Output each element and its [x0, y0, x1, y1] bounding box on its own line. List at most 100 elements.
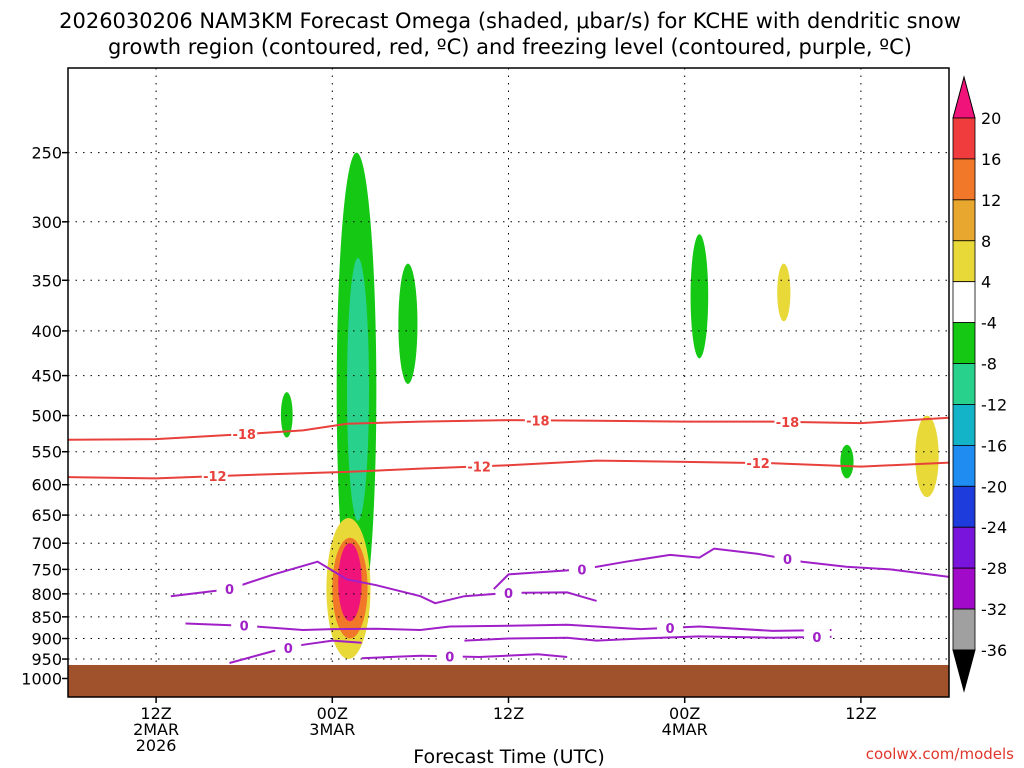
colorbar-label: 16 [981, 150, 1001, 169]
y-tick-label: 350 [31, 271, 62, 290]
dgz-contour-label: -12 [746, 457, 770, 472]
freezing-contour-label-bg [774, 551, 801, 567]
colorbar-label: -16 [981, 436, 1007, 455]
freezing-contour-label-bg [216, 581, 243, 597]
colorbar-segment [952, 240, 976, 283]
y-tick-label: 1000 [21, 669, 62, 688]
colorbar-segment [952, 608, 976, 651]
colorbar-segment [952, 199, 976, 242]
y-tick-label: 900 [31, 630, 62, 649]
colorbar-label: 8 [981, 232, 991, 251]
y-tick-label: 400 [31, 322, 62, 341]
x-tick-label: 3MAR [309, 720, 355, 739]
colorbar-label: -32 [981, 600, 1007, 619]
omega-region-1 [346, 257, 370, 521]
y-tick-label: 750 [31, 560, 62, 579]
colorbar-label: 4 [981, 273, 991, 292]
freezing-contour-label: 0 [783, 553, 792, 568]
x-tick-label: 12Z [140, 704, 171, 723]
omega-region-5 [840, 444, 854, 479]
colorbar-segment [952, 322, 976, 364]
freezing-contour-label: 0 [577, 563, 586, 578]
dgz-contour-label-bg [466, 458, 493, 474]
colorbar-segment [952, 526, 976, 569]
colorbar-segment [952, 158, 976, 201]
dgz-contour-1 [67, 459, 950, 480]
y-tick-label: 850 [31, 608, 62, 627]
dgz-contour-label: -12 [203, 470, 227, 485]
y-tick-label: 800 [31, 585, 62, 604]
y-tick-label: 700 [31, 534, 62, 553]
omega-region-2 [398, 263, 418, 384]
colorbar-segment [952, 363, 976, 405]
y-tick-label: 250 [31, 144, 62, 163]
colorbar: 20 16 12 8 4 -4 -8 -12 -16 -20 -24 -28 -32 -36 [952, 75, 1007, 693]
y-axis: 250 300 350 400 450 500 550 600 650 700 750 800 850 9… [21, 144, 68, 688]
colorbar-bottom-arrow [952, 649, 976, 693]
omega-region-8 [338, 543, 362, 622]
freezing-contour-label-bg [657, 619, 684, 635]
y-tick-label: 650 [31, 506, 62, 525]
dgz-contour-label-bg [524, 412, 551, 428]
dgz-contour-label: -18 [526, 414, 550, 429]
contour-lines: -18 -18 -18 -12 -12 -12 0 0 0 0 0 0 0 0 0 [67, 412, 950, 665]
freezing-contour-label-bg [436, 648, 463, 664]
colorbar-segment [952, 404, 976, 446]
freezing-contour-label-bg [803, 629, 830, 645]
x-tick-label: 12Z [493, 704, 524, 723]
freezing-contour-5 [361, 653, 568, 660]
plot-background [68, 68, 949, 697]
freezing-contour-label: 0 [240, 620, 249, 635]
freezing-contour-label: 0 [284, 642, 293, 657]
y-tick-label: 450 [31, 367, 62, 386]
colorbar-segment [952, 485, 976, 528]
y-tick-label: 550 [31, 443, 62, 462]
freezing-contour-label: 0 [225, 583, 234, 598]
freezing-contour-2 [185, 622, 832, 632]
freezing-contour-4 [229, 639, 362, 664]
surface-terrain [68, 664, 949, 697]
omega-region-10 [915, 415, 939, 498]
y-tick-label: 950 [31, 650, 62, 669]
omega-region-9 [777, 263, 791, 322]
omega-region-3 [690, 234, 709, 359]
freezing-contour-label: 0 [665, 622, 674, 637]
dgz-contour-label: -18 [776, 416, 800, 431]
chart-title-line-1: 2026030206 NAM3KM Forecast Omega (shaded… [59, 9, 961, 33]
x-tick-label: 4MAR [662, 720, 708, 739]
y-tick-label: 500 [31, 407, 62, 426]
colorbar-label: 20 [981, 109, 1001, 128]
x-tick-label: 12Z [845, 704, 876, 723]
y-tick-label: 600 [31, 476, 62, 495]
colorbar-label: -36 [981, 641, 1007, 660]
colorbar-label: -28 [981, 559, 1007, 578]
dgz-contour-label-bg [231, 426, 258, 442]
freezing-contour-label-bg [231, 617, 258, 633]
omega-shading [280, 152, 939, 660]
x-axis-title: Forecast Time (UTC) [413, 746, 604, 768]
colorbar-segment [952, 117, 976, 160]
omega-region-4 [280, 392, 293, 438]
terrain-band [68, 664, 949, 697]
freezing-contour-label: 0 [504, 587, 513, 602]
colorbar-label: -24 [981, 518, 1007, 537]
freezing-contour-label: 0 [445, 650, 454, 665]
colorbar-label: -8 [981, 355, 997, 374]
x-tick-label: 2026 [136, 736, 177, 755]
colorbar-segment [952, 281, 976, 324]
plot-area: -18 -18 -18 -12 -12 -12 0 0 0 0 0 0 0 0 0 [67, 67, 950, 698]
colorbar-label: -12 [981, 395, 1007, 414]
colorbar-segment [952, 567, 976, 610]
freezing-contour-label-bg [495, 584, 522, 600]
dgz-contour-label-bg [745, 455, 772, 471]
y-tick-label: 300 [31, 213, 62, 232]
colorbar-label: -4 [981, 314, 997, 333]
colorbar-label: -20 [981, 477, 1007, 496]
freezing-contour-3 [464, 635, 832, 642]
dgz-contour-label: -18 [232, 428, 256, 443]
x-tick-label: 2MAR [133, 720, 179, 739]
credit-text: coolwx.com/models [866, 745, 1014, 763]
x-tick-label: 00Z [669, 704, 700, 723]
